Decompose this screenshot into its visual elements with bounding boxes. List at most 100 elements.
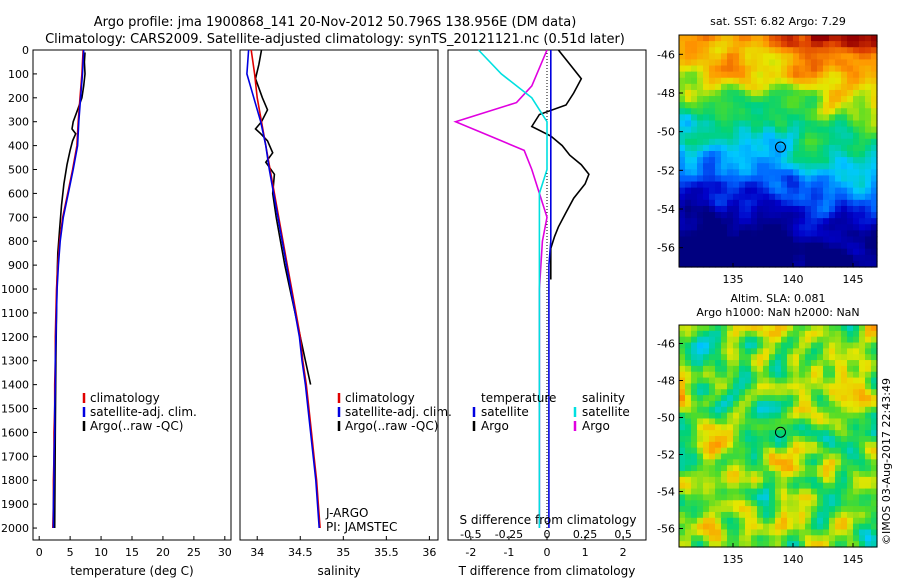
depth-tick-label: 2000 [1,522,29,535]
heatmap-cell [733,482,740,490]
heatmap-cell [859,187,866,195]
heatmap-cell [691,494,698,501]
heatmap-cell [775,108,782,115]
heatmap-cell [709,96,716,103]
heatmap-cell [703,41,710,48]
heatmap-cell [835,377,842,385]
heatmap-cell [805,83,812,91]
heatmap-cell [757,430,764,437]
heatmap-cell [841,430,848,437]
heatmap-cell [853,482,860,490]
heatmap-cell [787,126,794,134]
heatmap-cell [799,500,806,507]
heatmap-cell [811,41,818,48]
heatmap-cell [805,517,812,525]
heatmap-cell [727,120,734,128]
heatmap-cell [829,517,836,525]
heatmap-cell [871,224,878,231]
heatmap-cell [811,500,818,507]
heatmap-cell [823,541,830,548]
heatmap-cell [817,406,824,414]
heatmap-cell [835,175,842,183]
heatmap-cell [763,89,770,97]
heatmap-cell [745,511,752,519]
heatmap-cell [871,175,878,183]
heatmap-cell [775,541,782,548]
heatmap-cell [811,212,818,219]
heatmap-cell [703,236,710,244]
heatmap-cell [799,471,806,478]
heatmap-cell [697,242,704,250]
heatmap-cell [793,348,800,355]
heatmap-cell [685,65,692,73]
heatmap-cell [787,71,794,79]
heatmap-cell [697,412,704,420]
heatmap-cell [853,342,860,349]
heatmap-cell [823,59,830,67]
heatmap-cell [763,114,770,122]
heatmap-cell [739,224,746,231]
heatmap-cell [745,447,752,455]
heatmap-cell [691,47,698,54]
heatmap-cell [847,517,854,525]
heatmap-cell [793,71,800,79]
heatmap-cell [727,35,734,42]
heatmap-cell [805,205,812,213]
depth-tick-label: 1100 [1,307,29,320]
heatmap-cell [871,114,878,122]
heatmap-cell [751,511,758,519]
heatmap-cell [763,389,770,396]
heatmap-cell [835,47,842,54]
heatmap-cell [697,482,704,490]
heatmap-cell [775,132,782,140]
heatmap-cell [805,447,812,455]
heatmap-cell [727,193,734,201]
heatmap-cell [679,529,686,536]
heatmap-cell [715,395,722,402]
s-tick-label: 0.25 [573,528,598,541]
heatmap-cell [823,71,830,79]
heatmap-cell [853,523,860,531]
heatmap-cell [733,114,740,122]
heatmap-cell [709,471,716,478]
heatmap-cell [871,77,878,85]
heatmap-cell [697,476,704,484]
series-t-diff-satellite [548,50,552,528]
heatmap-cell [775,354,782,361]
heatmap-cell [805,395,812,402]
heatmap-cell [721,205,728,213]
heatmap-cell [727,494,734,501]
heatmap-cell [709,377,716,385]
heatmap-cell [757,406,764,414]
heatmap-cell [811,424,818,431]
heatmap-cell [763,535,770,542]
heatmap-cell [829,447,836,455]
heatmap-cell [793,523,800,531]
heatmap-cell [829,187,836,195]
heatmap-cell [769,395,776,402]
heatmap-cell [685,218,692,225]
heatmap-cell [739,365,746,373]
heatmap-cell [739,511,746,519]
heatmap-cell [811,342,818,349]
heatmap-cell [733,218,740,225]
heatmap-cell [853,348,860,355]
heatmap-cell [793,175,800,183]
heatmap-cell [691,541,698,548]
heatmap-cell [817,412,824,420]
heatmap-cell [715,53,722,61]
heatmap-cell [757,181,764,189]
heatmap-cell [811,65,818,73]
heatmap-cell [805,459,812,466]
heatmap-cell [727,418,734,425]
heatmap-cell [781,436,788,443]
heatmap-cell [739,132,746,140]
heatmap-cell [787,436,794,443]
heatmap-cell [853,465,860,472]
heatmap-cell [817,500,824,507]
heatmap-cell [745,187,752,195]
heatmap-cell [841,441,848,449]
heatmap-cell [703,476,710,484]
heatmap-cell [853,132,860,140]
heatmap-cell [733,102,740,109]
